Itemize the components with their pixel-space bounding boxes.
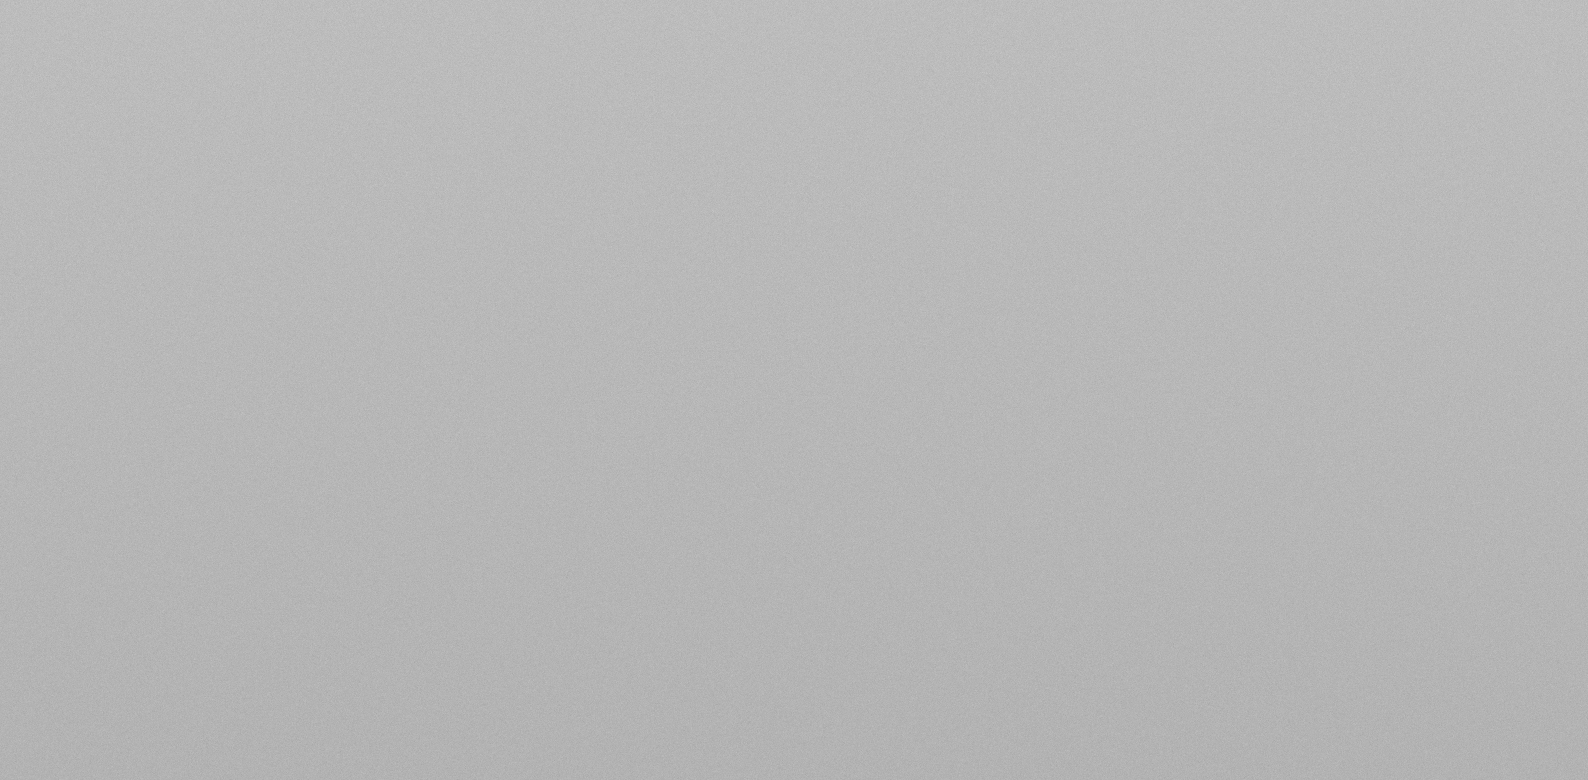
Text: $f(x)$ increases on $(-\infty, \infty)$: $f(x)$ increases on $(-\infty, \infty)$ (100, 412, 549, 448)
Text: $f(x) < g(x)$ for all $x < 0$: $f(x) < g(x)$ for all $x < 0$ (100, 646, 494, 684)
FancyBboxPatch shape (22, 284, 65, 326)
Text: Both functions have the same domain and range.: Both functions have the same domain and … (100, 288, 996, 322)
Text: Both functions are continuous.: Both functions are continuous. (100, 528, 653, 562)
FancyBboxPatch shape (22, 154, 65, 196)
FancyBboxPatch shape (22, 524, 65, 566)
FancyBboxPatch shape (22, 644, 65, 686)
Text: $f(x) > g(x)$ for all $x > 0$: $f(x) > g(x)$ for all $x > 0$ (100, 156, 494, 194)
FancyBboxPatch shape (22, 409, 65, 451)
Text: Select 3 of the statements that are true about $f\,(x) = x^3$ AND $g(x) = x^2$: Select 3 of the statements that are true… (25, 44, 1034, 80)
